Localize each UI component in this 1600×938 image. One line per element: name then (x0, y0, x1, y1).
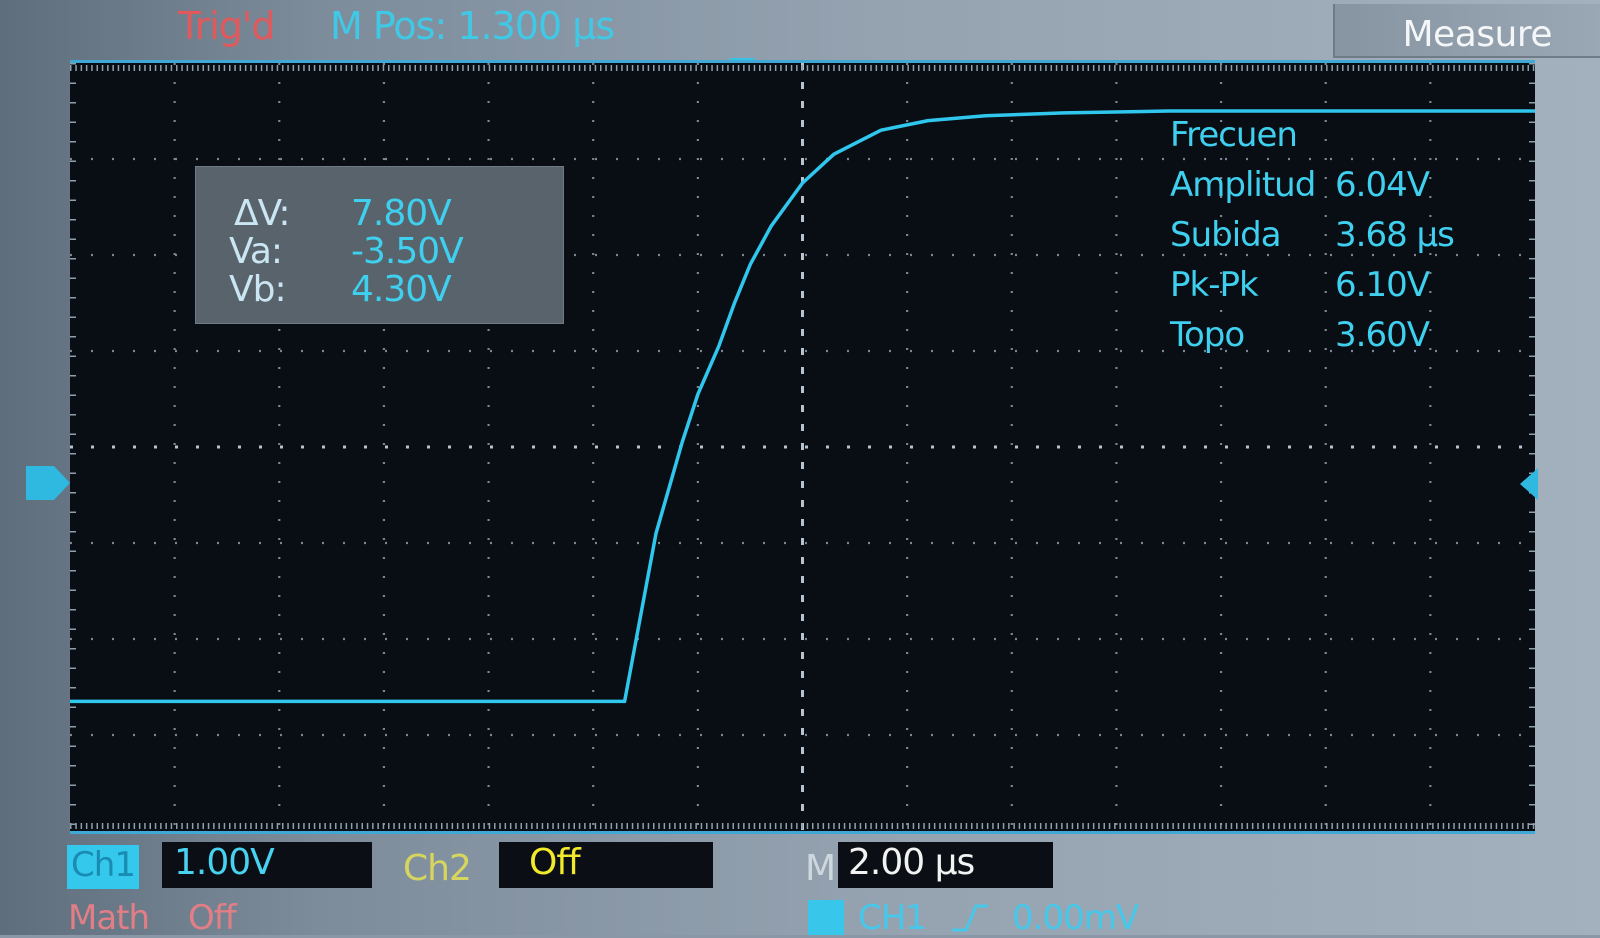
trigger-source[interactable]: CH1 (858, 898, 927, 938)
measurement-pk-pk-label: Pk-Pk (1170, 265, 1259, 305)
horizontal-position: M Pos: 1.300 µs (330, 4, 615, 48)
trigger-status: Trig'd (178, 4, 275, 48)
graticule (70, 63, 1535, 831)
measurement-rise-time-value: 3.68 µs (1335, 215, 1455, 255)
cursor-readout-panel: ΔV: 7.80V Va: -3.50V Vb: 4.30V (195, 166, 564, 324)
rising-edge-icon (952, 904, 988, 932)
timebase-value[interactable]: 2.00 µs (838, 842, 1053, 888)
measurement-amplitude-label: Amplitud (1170, 165, 1316, 205)
trigger-source-icon (808, 900, 844, 935)
ch1-level-arrow-icon (26, 466, 70, 500)
trigger-level-arrow-icon (1520, 468, 1538, 500)
cursor-delta-value: 7.80V (351, 193, 452, 234)
math-label[interactable]: Math (68, 898, 150, 938)
timebase-label: M (805, 848, 837, 889)
ch2-label[interactable]: Ch2 (403, 848, 472, 889)
measurement-top-label: Topo (1170, 315, 1245, 355)
measurement-amplitude-value: 6.04V (1335, 165, 1430, 205)
measurement-top-value: 3.60V (1335, 315, 1430, 355)
cursor-b-value: 4.30V (351, 269, 452, 310)
trigger-level[interactable]: 0.00mV (1012, 898, 1139, 938)
math-state: Off (188, 898, 237, 938)
ch2-volts-per-div[interactable]: Off (499, 842, 713, 888)
cursor-a-label: Va: (229, 231, 283, 272)
ch1-tag[interactable]: Ch1 (67, 845, 139, 889)
cursor-delta-label: ΔV: (234, 193, 290, 234)
measurement-rise-time-label: Subida (1170, 215, 1282, 255)
menu-title: Measure (1402, 14, 1553, 55)
ch1-volts-per-div[interactable]: 1.00V (162, 842, 372, 888)
cursor-b-label: Vb: (229, 269, 287, 310)
menu-panel[interactable]: Measure (1333, 4, 1600, 58)
waveform-display[interactable]: ΔV: 7.80V Va: -3.50V Vb: 4.30V Frecuen A… (70, 60, 1535, 834)
cursor-a-value: -3.50V (351, 231, 464, 272)
waveform-plot (70, 63, 1535, 831)
measurement-frequency-label: Frecuen (1170, 115, 1298, 155)
measurement-pk-pk-value: 6.10V (1335, 265, 1430, 305)
ch1-trace (70, 109, 1535, 704)
